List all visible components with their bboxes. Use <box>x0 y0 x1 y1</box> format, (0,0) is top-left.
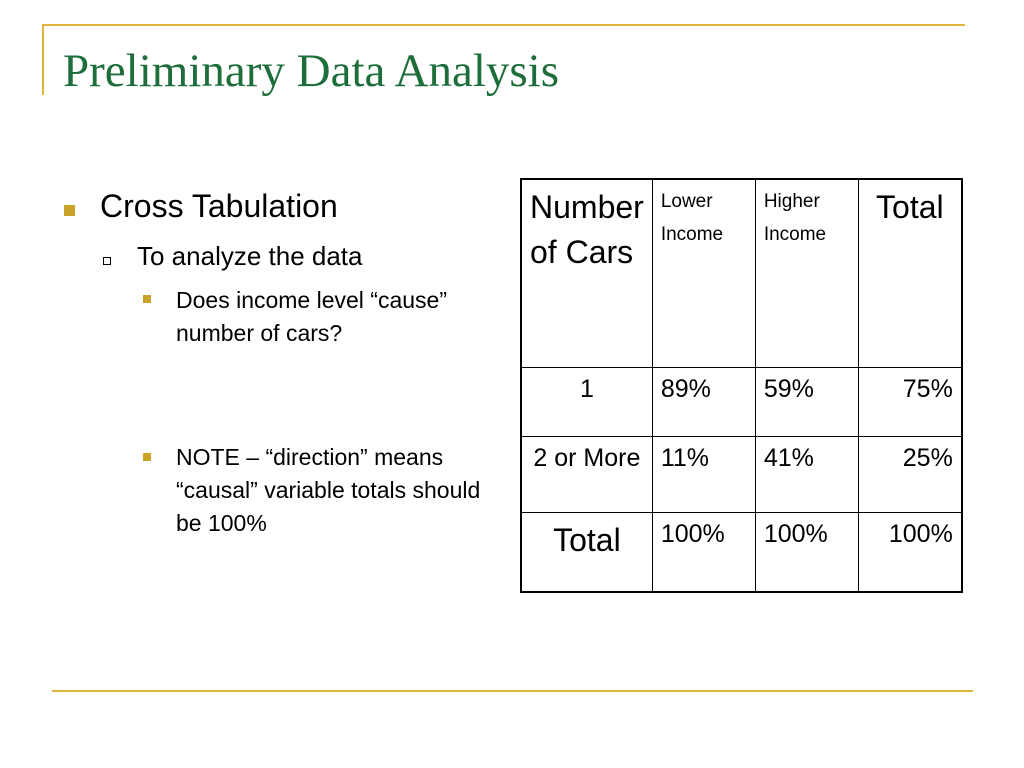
left-rule <box>42 24 44 95</box>
bullet-income-question: Does income level “cause” number of cars… <box>176 287 448 346</box>
table-cell: 41% <box>754 436 859 513</box>
row-label-cell: 2 or More <box>520 436 653 513</box>
table-cell: 100% <box>857 512 963 593</box>
table-cell: 89% <box>651 367 756 437</box>
table-row: 2 or More 11% 41% 25% <box>520 436 963 513</box>
square-bullet-icon <box>143 295 151 303</box>
bottom-rule <box>52 690 973 692</box>
top-rule <box>42 24 965 26</box>
table-header-row: Number of Cars Lower Income Higher Incom… <box>520 178 963 368</box>
table-cell: 100% <box>754 512 859 593</box>
square-bullet-icon <box>64 205 75 216</box>
row-label-cell: 1 <box>520 367 653 437</box>
header-cell-total: Total <box>857 178 963 368</box>
table-row: Total 100% 100% 100% <box>520 512 963 593</box>
bullet-cross-tabulation: Cross Tabulation <box>100 188 338 224</box>
header-cell-lower-income: Lower Income <box>651 178 756 368</box>
slide-title: Preliminary Data Analysis <box>63 45 560 97</box>
table-row: 1 89% 59% 75% <box>520 367 963 437</box>
cross-tab-table: Number of Cars Lower Income Higher Incom… <box>520 178 963 593</box>
table-cell: 11% <box>651 436 756 513</box>
bullet-direction-note: NOTE – “direction” means “causal” variab… <box>176 444 481 536</box>
table-cell: 25% <box>857 436 963 513</box>
header-cell-number-of-cars: Number of Cars <box>520 178 653 368</box>
table-cell: 59% <box>754 367 859 437</box>
table-cell: 100% <box>651 512 756 593</box>
row-label-cell: Total <box>520 512 653 593</box>
hollow-square-bullet-icon <box>103 257 111 265</box>
table-cell: 75% <box>857 367 963 437</box>
bullet-analyze-data: To analyze the data <box>137 241 363 271</box>
square-bullet-icon <box>143 453 151 461</box>
header-cell-higher-income: Higher Income <box>754 178 859 368</box>
